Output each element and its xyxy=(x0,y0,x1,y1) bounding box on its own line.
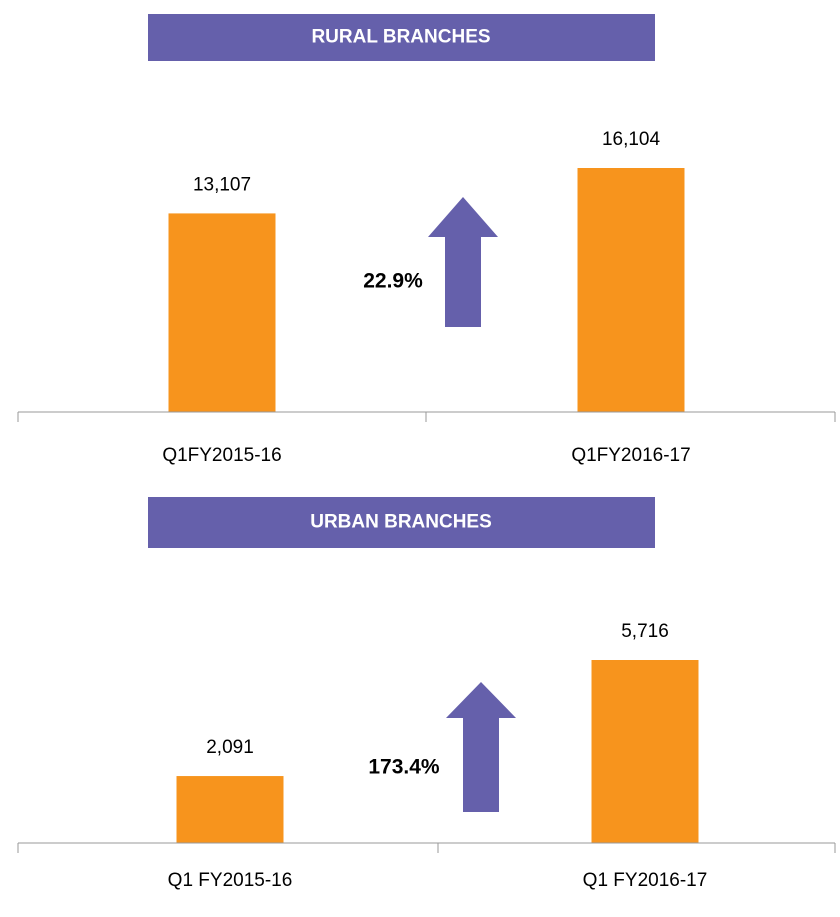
value-label: 2,091 xyxy=(206,737,254,758)
growth-arrow xyxy=(446,682,516,812)
bar xyxy=(591,660,699,843)
chart-title: URBAN BRANCHES xyxy=(310,512,492,533)
value-label: 16,104 xyxy=(602,129,661,150)
growth-annotation: 173.4% xyxy=(368,756,440,779)
x-tick-label: Q1 FY2015-16 xyxy=(168,870,293,891)
title-box xyxy=(148,14,655,61)
chart-title: RURAL BRANCHES xyxy=(311,27,490,48)
bar xyxy=(176,776,284,843)
bar xyxy=(168,213,276,412)
x-tick-label: Q1 FY2016-17 xyxy=(583,870,708,891)
x-tick-label: Q1FY2016-17 xyxy=(571,445,690,466)
growth-annotation: 22.9% xyxy=(363,270,423,293)
value-label: 5,716 xyxy=(621,621,669,642)
growth-arrow xyxy=(428,197,498,327)
title-box xyxy=(148,497,655,548)
x-tick-label: Q1FY2015-16 xyxy=(162,445,281,466)
value-label: 13,107 xyxy=(193,174,251,195)
bar xyxy=(577,168,685,412)
